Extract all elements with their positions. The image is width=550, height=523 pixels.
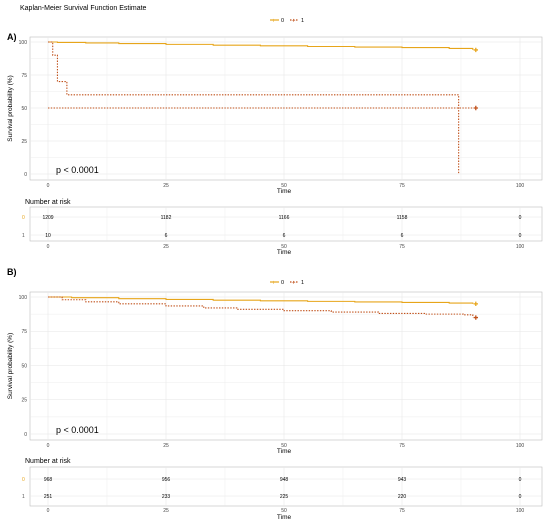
- risk-cell: 6: [401, 233, 404, 239]
- series-line-1: [48, 41, 460, 174]
- risk-row-group-label: 1: [22, 494, 25, 500]
- risk-cell: 0: [519, 215, 522, 221]
- legend-marker-0: +: [272, 281, 276, 287]
- risk-x-tick-label: 0: [47, 508, 50, 514]
- risk-cell: 956: [162, 477, 171, 483]
- risk-x-tick-label: 75: [399, 508, 405, 514]
- risk-x-tick-label: 100: [516, 244, 525, 250]
- x-tick-label: 75: [399, 443, 405, 449]
- y-tick-label: 0: [24, 432, 27, 438]
- risk-cell: 220: [398, 494, 407, 500]
- risk-cell: 1182: [161, 215, 172, 221]
- risk-cell: 968: [44, 477, 53, 483]
- chart-legend: +0 +1: [270, 18, 304, 25]
- risk-row-group-label: 1: [22, 233, 25, 239]
- chart-legend: +0 +1: [270, 280, 304, 287]
- legend-marker-1: +: [292, 281, 296, 287]
- risk-cell: 948: [280, 477, 289, 483]
- x-tick-label: 50: [281, 443, 287, 449]
- legend-label-1: 1: [301, 18, 304, 24]
- legend-label-1: 1: [301, 280, 304, 286]
- x-tick-label: 75: [399, 183, 405, 189]
- y-tick-label: 75: [21, 329, 27, 335]
- x-tick-label: 0: [47, 183, 50, 189]
- risk-cell: 0: [519, 494, 522, 500]
- risk-cell: 0: [519, 477, 522, 483]
- x-tick-label: 100: [516, 183, 525, 189]
- p-value-annotation: p < 0.0001: [56, 425, 99, 435]
- censor-mark-1: [473, 315, 478, 320]
- legend-marker-1: +: [292, 19, 296, 25]
- series-line-1: [48, 296, 474, 318]
- y-axis-label: Survival probability (%): [7, 75, 14, 141]
- risk-table-area: [29, 206, 543, 242]
- risk-cell: 10: [45, 233, 51, 239]
- risk-x-tick-label: 25: [163, 244, 169, 250]
- y-tick-label: 25: [21, 139, 27, 145]
- risk-table-area: [29, 466, 543, 507]
- p-value-annotation: p < 0.0001: [56, 165, 99, 175]
- censor-mark-0: [473, 47, 478, 53]
- risk-row-group-label: 0: [22, 215, 25, 221]
- risk-cell: 251: [44, 494, 53, 500]
- risk-table-title: Number at risk: [25, 199, 71, 206]
- x-tick-label: 25: [163, 183, 169, 189]
- risk-x-axis-label: Time: [277, 514, 292, 521]
- x-axis-label: Time: [277, 448, 292, 455]
- x-tick-label: 25: [163, 443, 169, 449]
- risk-x-tick-label: 50: [281, 244, 287, 250]
- y-tick-label: 100: [19, 295, 28, 301]
- series-line-0: [48, 41, 474, 50]
- risk-cell: 943: [398, 477, 407, 483]
- panel-label: A): [7, 32, 17, 42]
- y-tick-label: 75: [21, 73, 27, 79]
- risk-cell: 6: [283, 233, 286, 239]
- x-tick-label: 0: [47, 443, 50, 449]
- risk-table-title: Number at risk: [25, 458, 71, 465]
- risk-x-tick-label: 75: [399, 244, 405, 250]
- y-tick-label: 25: [21, 398, 27, 404]
- censor-mark-1: [473, 105, 478, 111]
- risk-x-tick-label: 25: [163, 508, 169, 514]
- censor-mark-0: [473, 301, 478, 307]
- risk-cell: 6: [165, 233, 168, 239]
- y-tick-label: 100: [19, 40, 28, 46]
- risk-cell: 1209: [42, 215, 53, 221]
- y-tick-label: 50: [21, 106, 27, 112]
- x-axis-label: Time: [277, 188, 292, 195]
- risk-cell: 1158: [397, 215, 408, 221]
- y-axis-label: Survival probability (%): [7, 333, 14, 399]
- figure-title: Kaplan-Meier Survival Function Estimate: [20, 5, 147, 12]
- risk-x-tick-label: 50: [281, 508, 287, 514]
- legend-label-0: 0: [281, 18, 284, 24]
- x-tick-label: 100: [516, 443, 525, 449]
- legend-label-0: 0: [281, 280, 284, 286]
- risk-cell: 0: [519, 233, 522, 239]
- risk-x-axis-label: Time: [277, 249, 292, 256]
- risk-cell: 233: [162, 494, 171, 500]
- plot-area: [29, 291, 543, 441]
- legend-marker-0: +: [272, 19, 276, 25]
- series-line-0: [48, 296, 474, 304]
- risk-x-tick-label: 0: [47, 244, 50, 250]
- y-tick-label: 0: [24, 172, 27, 178]
- panel-label: B): [7, 267, 17, 277]
- risk-x-tick-label: 100: [516, 508, 525, 514]
- x-tick-label: 50: [281, 183, 287, 189]
- risk-cell: 1166: [279, 215, 290, 221]
- y-tick-label: 50: [21, 363, 27, 369]
- risk-cell: 225: [280, 494, 289, 500]
- risk-row-group-label: 0: [22, 477, 25, 483]
